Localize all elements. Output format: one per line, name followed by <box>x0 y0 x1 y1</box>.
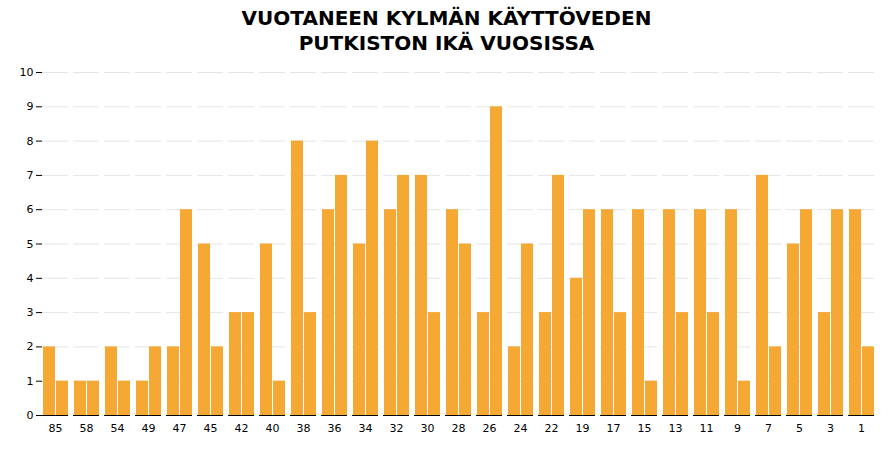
svg-text:1: 1 <box>858 422 865 435</box>
svg-text:3: 3 <box>827 422 834 435</box>
svg-text:40: 40 <box>266 422 280 435</box>
svg-text:26: 26 <box>483 422 497 435</box>
svg-text:15: 15 <box>638 422 652 435</box>
svg-text:36: 36 <box>328 422 342 435</box>
svg-text:49: 49 <box>142 422 156 435</box>
svg-text:32: 32 <box>390 422 404 435</box>
svg-text:24: 24 <box>514 422 528 435</box>
svg-text:58: 58 <box>80 422 94 435</box>
svg-text:9: 9 <box>27 100 34 113</box>
svg-text:1: 1 <box>27 375 34 388</box>
svg-text:30: 30 <box>421 422 435 435</box>
svg-text:38: 38 <box>297 422 311 435</box>
svg-text:2: 2 <box>27 340 34 353</box>
svg-text:0: 0 <box>27 409 34 422</box>
svg-text:47: 47 <box>173 422 187 435</box>
svg-text:5: 5 <box>27 238 34 251</box>
svg-text:4: 4 <box>27 272 34 285</box>
svg-text:28: 28 <box>452 422 466 435</box>
svg-text:19: 19 <box>576 422 590 435</box>
svg-text:42: 42 <box>235 422 249 435</box>
svg-text:3: 3 <box>27 306 34 319</box>
svg-text:8: 8 <box>27 135 34 148</box>
svg-text:45: 45 <box>204 422 218 435</box>
svg-text:85: 85 <box>49 422 63 435</box>
svg-text:10: 10 <box>20 66 34 79</box>
svg-text:7: 7 <box>765 422 772 435</box>
svg-text:11: 11 <box>700 422 714 435</box>
svg-text:5: 5 <box>796 422 803 435</box>
svg-text:7: 7 <box>27 169 34 182</box>
svg-text:13: 13 <box>669 422 683 435</box>
svg-text:9: 9 <box>734 422 741 435</box>
svg-text:17: 17 <box>607 422 621 435</box>
svg-text:54: 54 <box>111 422 125 435</box>
svg-text:34: 34 <box>359 422 373 435</box>
svg-text:6: 6 <box>27 203 34 216</box>
svg-text:22: 22 <box>545 422 559 435</box>
html-text:VUOTANEEN KYLMÄN KÄYTTÖVEDEN P: VUOTANEEN KYLMÄN KÄYTTÖVEDEN PUTKISTON I… <box>241 6 652 55</box>
